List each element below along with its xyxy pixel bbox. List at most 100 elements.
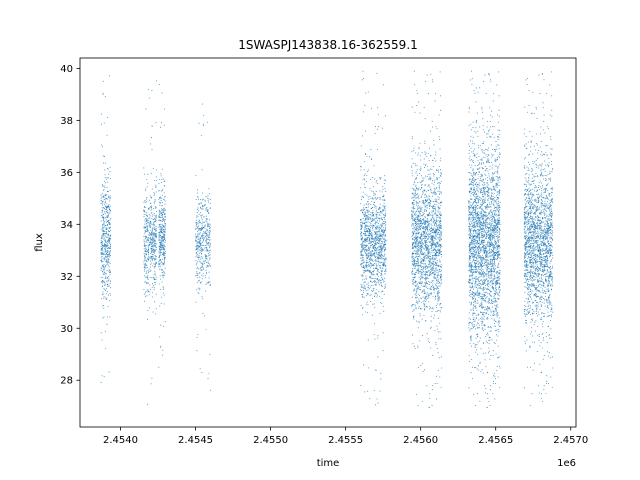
data-point: [439, 202, 441, 204]
data-point: [104, 239, 107, 241]
data-point: [425, 274, 427, 276]
data-point: [108, 195, 110, 197]
data-point: [366, 194, 368, 196]
data-point: [374, 204, 376, 206]
data-point: [427, 257, 429, 259]
data-point: [369, 256, 371, 258]
data-point: [164, 209, 166, 211]
data-point: [199, 222, 201, 224]
data-point: [422, 227, 424, 229]
data-point: [103, 316, 105, 318]
data-point: [420, 273, 423, 275]
data-point: [362, 291, 365, 293]
data-point: [374, 227, 377, 229]
data-point: [148, 294, 150, 296]
data-point: [383, 260, 385, 262]
data-point: [163, 255, 165, 257]
data-point: [163, 294, 165, 296]
data-point: [199, 242, 201, 244]
data-point: [424, 222, 427, 224]
data-point: [422, 277, 424, 279]
data-point: [106, 323, 108, 325]
data-point: [161, 194, 164, 196]
data-point: [103, 198, 105, 200]
data-point: [415, 188, 418, 190]
data-point: [435, 188, 437, 190]
data-point: [420, 221, 422, 223]
data-point: [412, 206, 414, 209]
data-point: [153, 238, 155, 241]
data-point: [110, 287, 112, 289]
data-point: [433, 276, 435, 279]
data-point: [164, 231, 166, 233]
data-point: [363, 296, 365, 298]
data-point: [207, 195, 209, 197]
data-point: [381, 256, 383, 258]
data-point: [439, 207, 441, 209]
data-point: [164, 214, 166, 216]
data-point: [430, 244, 432, 246]
data-point: [424, 233, 426, 235]
data-point: [379, 239, 382, 241]
data-point: [208, 237, 210, 239]
data-point: [199, 239, 201, 241]
data-point: [382, 268, 384, 270]
data-point: [160, 196, 162, 198]
data-point: [361, 79, 363, 81]
data-point: [437, 190, 439, 192]
data-point: [426, 227, 429, 229]
data-point: [150, 209, 152, 211]
data-point: [149, 237, 151, 239]
data-point: [155, 278, 157, 280]
data-point: [163, 252, 165, 254]
data-point: [197, 258, 199, 260]
data-point: [366, 240, 368, 242]
data-point: [412, 310, 414, 312]
data-point: [160, 197, 162, 199]
data-point: [440, 263, 442, 265]
data-point: [153, 237, 155, 239]
data-point: [367, 242, 369, 244]
data-point: [204, 232, 206, 235]
data-point: [159, 224, 161, 226]
data-point: [367, 390, 369, 392]
data-point: [413, 264, 416, 266]
data-point: [473, 195, 475, 197]
data-point: [208, 219, 210, 221]
data-point: [103, 253, 105, 255]
data-point: [428, 198, 430, 200]
data-point: [151, 228, 153, 230]
data-point: [497, 335, 499, 337]
data-point: [366, 301, 368, 303]
data-point: [371, 227, 373, 230]
data-point: [203, 260, 205, 262]
data-point: [421, 200, 423, 202]
data-point: [492, 350, 494, 352]
data-point: [160, 345, 162, 347]
data-point: [420, 248, 422, 250]
data-point: [361, 243, 363, 245]
data-point: [365, 263, 367, 265]
data-point: [430, 286, 432, 288]
data-point: [378, 260, 380, 262]
data-point: [155, 276, 157, 278]
data-point: [143, 213, 145, 215]
data-point: [436, 179, 439, 181]
data-point: [498, 322, 500, 324]
data-point: [160, 200, 162, 202]
data-point: [373, 267, 375, 269]
data-point: [143, 242, 145, 244]
data-point: [146, 227, 148, 230]
data-point: [147, 234, 149, 236]
data-point: [415, 170, 417, 172]
data-point: [411, 172, 413, 174]
data-point: [370, 234, 372, 236]
data-point: [147, 237, 149, 239]
data-point: [104, 185, 106, 187]
data-point: [423, 218, 425, 220]
data-point: [378, 214, 380, 216]
data-point: [209, 354, 211, 356]
data-point: [424, 267, 426, 269]
data-point: [431, 293, 433, 295]
data-point: [364, 231, 366, 233]
